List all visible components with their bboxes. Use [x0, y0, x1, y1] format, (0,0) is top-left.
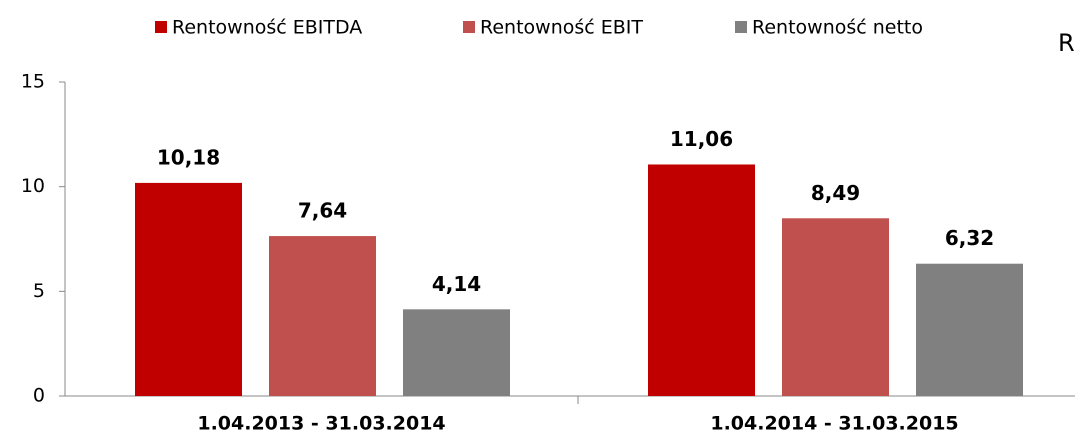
y-tick-label: 10	[21, 175, 45, 197]
bar	[135, 182, 242, 396]
legend-swatch	[463, 21, 475, 33]
value-label: 8,49	[811, 181, 860, 205]
bar	[269, 236, 376, 396]
legend-label: Rentowność EBIT	[480, 17, 643, 39]
legend-label: Rentowność EBITDA	[172, 17, 362, 39]
x-tick-label: 1.04.2013 - 31.03.2014	[197, 413, 445, 435]
bar	[916, 263, 1023, 396]
value-label: 7,64	[298, 199, 347, 223]
legend-swatch	[735, 21, 747, 33]
annotation: R	[1058, 29, 1075, 57]
y-tick-label: 5	[33, 280, 45, 302]
bar	[648, 164, 755, 396]
y-tick-label: 0	[33, 385, 45, 407]
bar	[782, 218, 889, 396]
y-tick-label: 15	[21, 71, 45, 93]
value-label: 11,06	[670, 127, 733, 151]
bar	[403, 309, 510, 396]
legend-swatch	[155, 21, 167, 33]
value-label: 10,18	[157, 145, 220, 169]
value-label: 4,14	[432, 272, 481, 296]
value-label: 6,32	[945, 226, 994, 250]
x-tick-label: 1.04.2014 - 31.03.2015	[710, 413, 958, 435]
legend-label: Rentowność netto	[752, 17, 923, 39]
